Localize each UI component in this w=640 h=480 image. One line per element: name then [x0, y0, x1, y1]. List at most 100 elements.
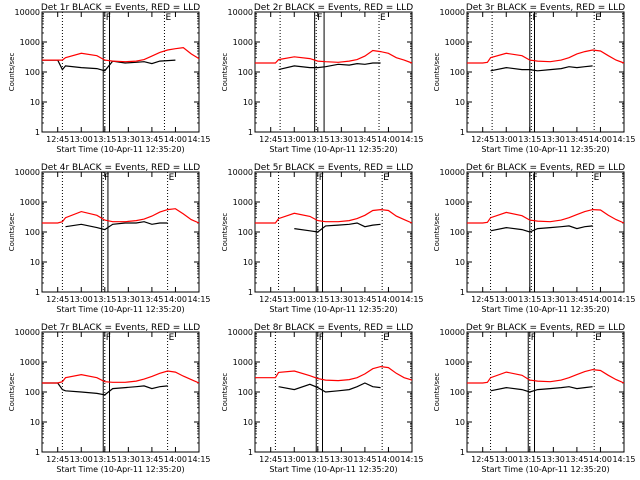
events-series-line [294, 222, 381, 233]
plot-frame [41, 331, 200, 453]
y-tick-label: 10000 [228, 168, 253, 177]
y-axis-label: Counts/sec [433, 53, 441, 92]
x-tick-label: 13:45 [565, 295, 588, 304]
x-tick-label: 13:30 [117, 135, 140, 144]
time-marker-label: E [595, 13, 601, 23]
x-tick-label: 13:15 [518, 135, 541, 144]
y-tick-label: 1 [35, 128, 40, 137]
x-axis-label: Start Time (10-Apr-11 12:35:20) [269, 145, 397, 154]
lld-series-line [42, 46, 200, 63]
events-series-line [490, 225, 593, 233]
y-tick-label: 10000 [440, 168, 465, 177]
y-tick-label: 1000 [233, 38, 253, 47]
y-tick-label: 100 [238, 388, 253, 397]
x-tick-label: 14:00 [377, 135, 400, 144]
lld-series-line [42, 370, 200, 384]
lld-series-line [42, 208, 200, 224]
y-axis-label: Counts/sec [221, 213, 229, 252]
x-tick-label: 13:15 [93, 135, 116, 144]
x-axis-label: Start Time (10-Apr-11 12:35:20) [56, 305, 184, 314]
x-tick-label: 13:00 [283, 135, 306, 144]
plot-frame [254, 11, 413, 133]
x-tick-label: 13:45 [565, 455, 588, 464]
x-tick-label: 13:15 [93, 295, 116, 304]
x-tick-label: 14:15 [187, 135, 210, 144]
x-tick-label: 13:45 [140, 455, 163, 464]
x-tick-label: 13:00 [70, 455, 93, 464]
x-tick-label: 13:15 [93, 455, 116, 464]
x-axis-label: Start Time (10-Apr-11 12:35:20) [56, 145, 184, 154]
x-tick-label: 13:15 [518, 295, 541, 304]
panel-title: Det 9r BLACK = Events, RED = LLD [466, 323, 625, 333]
y-tick-label: 1000 [445, 38, 465, 47]
x-tick-label: 13:00 [495, 455, 518, 464]
panel-7: Det 7r BLACK = Events, RED = LLD 1 10 100 10… [8, 323, 211, 474]
x-tick-label: 12:45 [471, 295, 494, 304]
panel-9: Det 9r BLACK = Events, RED = LLD 1 10 100 10… [433, 323, 636, 474]
y-tick-label: 10000 [228, 328, 253, 337]
lld-series-line [255, 208, 413, 224]
x-tick-label: 14:00 [164, 135, 187, 144]
x-tick-label: 13:00 [495, 135, 518, 144]
y-axis-label: Counts/sec [8, 213, 16, 252]
events-series-line [65, 221, 168, 231]
x-tick-label: 13:45 [353, 135, 376, 144]
lld-series-line [467, 49, 625, 64]
x-tick-label: 14:00 [377, 295, 400, 304]
events-series-line [490, 386, 593, 393]
x-tick-label: 14:15 [612, 295, 635, 304]
time-marker-label: F [319, 333, 324, 343]
y-tick-label: 1 [460, 128, 465, 137]
panel-title: Det 8r BLACK = Events, RED = LLD [254, 323, 413, 333]
time-marker-label: E [594, 173, 600, 183]
x-tick-label: 13:45 [140, 135, 163, 144]
x-tick-label: 13:45 [353, 295, 376, 304]
y-tick-label: 10000 [15, 168, 40, 177]
panel-title: Det 6r BLACK = Events, RED = LLD [466, 163, 625, 173]
x-tick-label: 14:15 [187, 455, 210, 464]
time-marker-label: E [169, 173, 175, 183]
panel-title: Det 3r BLACK = Events, RED = LLD [466, 3, 625, 13]
y-tick-label: 10 [30, 98, 40, 107]
panel-8: Det 8r BLACK = Events, RED = LLD 1 10 100 10… [221, 323, 424, 474]
y-tick-label: 10 [243, 258, 253, 267]
x-tick-label: 13:15 [306, 455, 329, 464]
time-marker-label: E [383, 173, 389, 183]
y-tick-label: 10 [455, 258, 465, 267]
x-tick-label: 13:30 [330, 135, 353, 144]
y-axis-label: Counts/sec [8, 373, 16, 412]
x-tick-label: 13:30 [117, 455, 140, 464]
x-axis-label: Start Time (10-Apr-11 12:35:20) [269, 465, 397, 474]
panel-title: Det 5r BLACK = Events, RED = LLD [254, 163, 413, 173]
x-tick-label: 13:30 [330, 295, 353, 304]
y-axis-label: Counts/sec [8, 53, 16, 92]
y-axis-label: Counts/sec [221, 373, 229, 412]
panel-title: Det 2r BLACK = Events, RED = LLD [254, 3, 413, 13]
x-axis-label: Start Time (10-Apr-11 12:35:20) [481, 145, 609, 154]
time-marker-label: E [383, 333, 389, 343]
x-tick-label: 12:45 [471, 135, 494, 144]
y-tick-label: 10 [243, 98, 253, 107]
y-tick-label: 1 [460, 448, 465, 457]
x-tick-label: 13:00 [283, 295, 306, 304]
y-tick-label: 1000 [20, 198, 40, 207]
x-tick-label: 14:15 [400, 455, 423, 464]
x-tick-label: 14:00 [164, 455, 187, 464]
x-tick-label: 13:30 [542, 295, 565, 304]
events-series-line [278, 382, 381, 393]
y-tick-label: 10 [30, 418, 40, 427]
plot-frame [41, 171, 200, 293]
x-axis-label: Start Time (10-Apr-11 12:35:20) [481, 305, 609, 314]
x-tick-label: 14:00 [589, 295, 612, 304]
time-marker-label: F [106, 333, 111, 343]
y-tick-label: 1 [248, 128, 253, 137]
x-tick-label: 14:15 [400, 295, 423, 304]
x-tick-label: 12:45 [259, 135, 282, 144]
y-tick-label: 1000 [233, 358, 253, 367]
x-tick-label: 12:45 [46, 295, 69, 304]
y-tick-label: 10 [30, 258, 40, 267]
panel-1: Det 1r BLACK = Events, RED = LLD 1 10 100 10… [8, 3, 211, 154]
panel-title: Det 1r BLACK = Events, RED = LLD [41, 3, 200, 13]
y-tick-label: 10 [455, 98, 465, 107]
